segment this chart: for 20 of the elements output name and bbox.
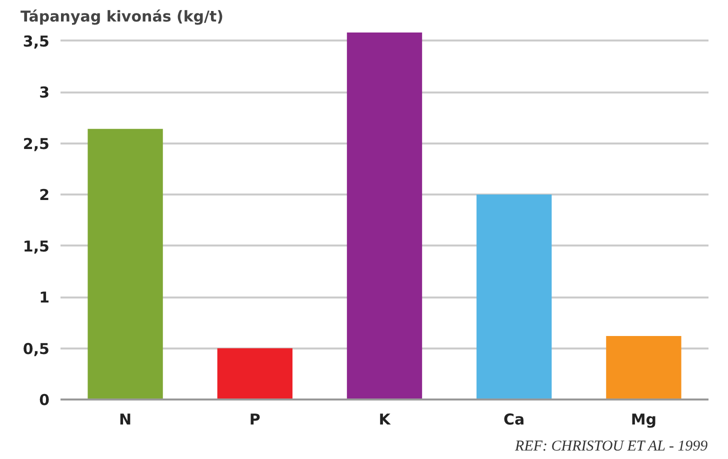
x-tick-label: Mg: [630, 410, 657, 428]
bar: [346, 32, 422, 400]
text: REF: CHRISTOU ET AL - 1999: [514, 438, 708, 454]
y-tick-label: 2: [39, 186, 50, 204]
y-tick-label: 1,5: [22, 237, 50, 256]
y-tick-label: 3,5: [22, 32, 50, 50]
bar: [88, 128, 163, 400]
x-tick-label: Ca: [504, 410, 525, 428]
x-tick-label: K: [378, 410, 392, 428]
chart-title: Tápanyag kivonás (kg/t): [20, 8, 224, 26]
y-tick-label: 1: [39, 288, 50, 306]
y-tick-label: 3: [39, 84, 50, 102]
x-tick-label: P: [249, 410, 260, 428]
bar: [606, 336, 682, 400]
y-tick-label: 0: [39, 391, 50, 409]
bar: [476, 194, 552, 400]
y-tick-label: 0,5: [22, 340, 50, 358]
bar: [217, 348, 292, 400]
y-tick-label: 2,5: [22, 134, 50, 153]
x-tick-label: N: [119, 410, 132, 428]
